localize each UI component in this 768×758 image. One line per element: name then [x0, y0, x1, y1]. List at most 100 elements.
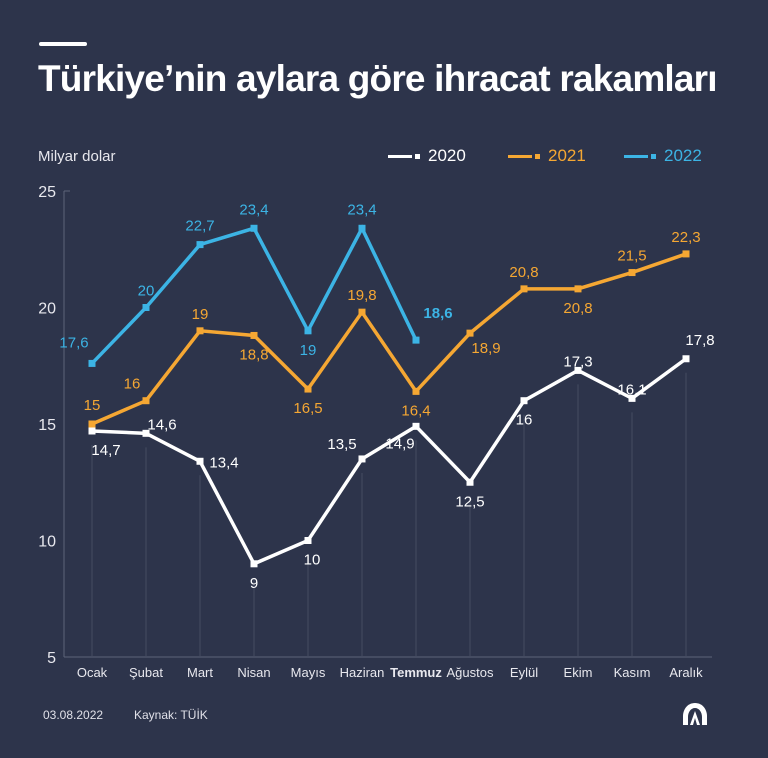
- x-tick-label: Nisan: [237, 665, 270, 680]
- data-label-2020: 12,5: [455, 493, 484, 510]
- y-tick-label: 15: [38, 417, 56, 434]
- data-label-2022: 22,7: [185, 218, 214, 235]
- data-label-2021: 15: [84, 397, 101, 414]
- data-point-2020: [574, 366, 582, 374]
- data-label-2020: 9: [250, 575, 258, 592]
- data-label-2020: 13,5: [327, 436, 356, 453]
- title-accent-bar: [39, 42, 87, 46]
- data-label-2022: 23,4: [347, 201, 376, 218]
- date: 03.08.2022: [43, 708, 104, 722]
- data-label-2020: 16,1: [617, 381, 646, 398]
- data-point-2022: [358, 224, 366, 232]
- legend-marker: [535, 153, 540, 159]
- data-label-2022: 20: [138, 283, 155, 300]
- data-label-2022: 23,4: [239, 201, 268, 218]
- data-point-2021: [412, 387, 420, 395]
- data-point-2021: [304, 385, 312, 393]
- data-label-2021: 20,8: [509, 264, 538, 281]
- data-point-2020: [88, 427, 96, 435]
- legend-label: 2021: [548, 146, 586, 165]
- data-label-2020: 14,7: [91, 442, 120, 459]
- data-label-2021: 16: [124, 376, 141, 393]
- y-tick-label: 5: [47, 650, 56, 667]
- data-label-2021: 18,9: [471, 340, 500, 357]
- x-tick-label: Aralık: [669, 665, 703, 680]
- data-point-2020: [250, 560, 258, 568]
- data-point-2021: [574, 285, 582, 293]
- legend-swatch: [508, 154, 532, 158]
- data-point-2020: [142, 429, 150, 437]
- data-label-2022: 17,6: [59, 334, 88, 351]
- x-tick-label: Mayıs: [291, 665, 326, 680]
- legend-swatch: [624, 154, 648, 158]
- data-point-2021: [520, 285, 528, 293]
- data-label-2020: 17,3: [563, 353, 592, 370]
- chart-title: Türkiye’nin aylara göre ihracat rakamlar…: [38, 58, 718, 99]
- source: Kaynak: TÜİK: [134, 708, 208, 722]
- data-label-2022: 19: [300, 342, 317, 359]
- data-label-2020: 14,6: [147, 416, 176, 433]
- data-label-2022: 18,6: [423, 305, 452, 322]
- series-line-2021: [91, 252, 687, 426]
- data-point-2020: [304, 537, 312, 544]
- x-tick-label: Temmuz: [390, 665, 442, 680]
- legend-swatch: [388, 154, 412, 158]
- data-point-2020: [466, 478, 474, 486]
- x-tick-label: Ağustos: [447, 665, 494, 680]
- data-label-2021: 16,4: [401, 402, 430, 419]
- data-label-2020: 17,8: [685, 332, 714, 349]
- data-label-2021: 19,8: [347, 287, 376, 304]
- legend-item-2020: 2020: [388, 146, 466, 166]
- data-point-2021: [682, 250, 690, 258]
- legend-marker: [415, 153, 420, 159]
- data-point-2021: [358, 308, 366, 316]
- data-point-2020: [520, 397, 528, 405]
- series-line-2020: [91, 357, 688, 567]
- data-point-2021: [250, 331, 258, 339]
- data-label-2021: 16,5: [293, 400, 322, 417]
- legend-item-2021: 2021: [508, 146, 586, 166]
- x-tick-label: Mart: [187, 665, 213, 680]
- data-point-2022: [142, 304, 150, 311]
- data-point-2020: [412, 422, 420, 430]
- data-point-2022: [88, 359, 96, 367]
- legend-label: 2020: [428, 146, 466, 165]
- data-label-2020: 13,4: [209, 454, 238, 471]
- x-tick-label: Ocak: [77, 665, 108, 680]
- data-point-2021: [196, 327, 204, 335]
- aa-logo: [683, 703, 707, 725]
- y-tick-label: 25: [38, 184, 56, 201]
- y-tick-label: 20: [38, 301, 56, 318]
- data-point-2021: [628, 269, 636, 277]
- data-point-2020: [196, 457, 204, 465]
- data-label-2020: 16: [516, 412, 533, 429]
- data-point-2021: [466, 329, 474, 337]
- x-tick-label: Şubat: [129, 665, 163, 680]
- data-point-2022: [250, 224, 258, 232]
- y-tick-label: 10: [38, 534, 56, 551]
- data-label-2020: 10: [304, 552, 321, 569]
- data-point-2021: [142, 397, 150, 405]
- legend-item-2022: 2022: [624, 146, 702, 166]
- data-label-2021: 18,8: [239, 346, 268, 363]
- data-label-2021: 21,5: [617, 248, 646, 265]
- x-tick-label: Ekim: [564, 665, 593, 680]
- y-axis-label: Milyar dolar: [38, 148, 116, 165]
- legend-marker: [651, 153, 656, 159]
- data-label-2021: 20,8: [563, 300, 592, 317]
- data-point-2021: [88, 420, 96, 428]
- data-label-2021: 22,3: [671, 229, 700, 246]
- data-point-2020: [628, 394, 636, 402]
- data-point-2022: [304, 327, 312, 335]
- data-point-2020: [358, 455, 366, 463]
- data-point-2022: [412, 336, 420, 344]
- x-tick-label: Haziran: [340, 665, 385, 680]
- data-point-2020: [682, 355, 690, 363]
- data-label-2021: 19: [192, 306, 209, 323]
- legend-label: 2022: [664, 146, 702, 165]
- x-tick-label: Kasım: [614, 665, 651, 680]
- data-point-2022: [196, 241, 204, 249]
- data-label-2020: 14,9: [385, 435, 414, 452]
- x-tick-label: Eylül: [510, 665, 538, 680]
